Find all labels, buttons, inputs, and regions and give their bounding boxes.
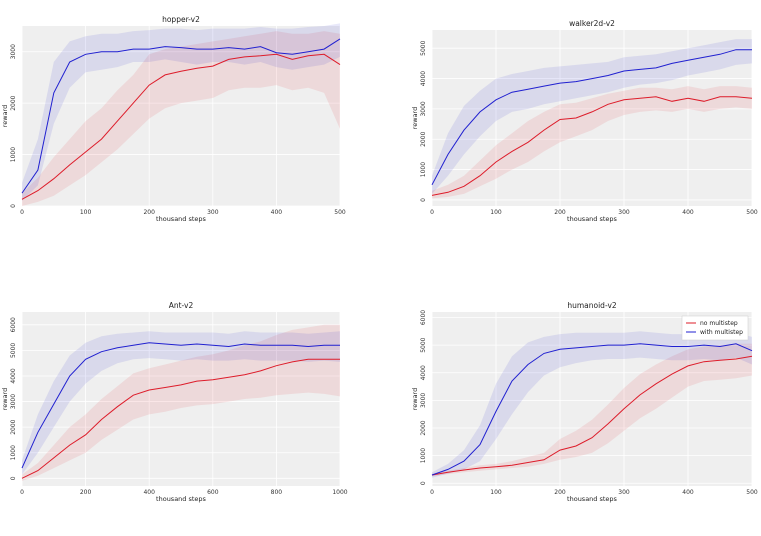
y-axis-label: reward: [1, 388, 9, 411]
series-line-1: [431, 49, 752, 186]
plot-area: [22, 312, 340, 486]
x-tick-label: 200: [554, 209, 566, 216]
x-tick-label: 300: [618, 489, 630, 496]
x-tick-label: 0: [20, 209, 24, 216]
x-tick-label: 300: [207, 209, 219, 216]
x-tick-label: 500: [746, 489, 758, 496]
y-tick-label: 4000: [420, 365, 427, 380]
series-band-0: [22, 324, 340, 481]
x-tick-label: 0: [430, 209, 434, 216]
y-tick-label: 1000: [10, 147, 17, 162]
x-tick-label: 500: [334, 209, 346, 216]
y-axis-label: reward: [411, 107, 419, 130]
y-tick-label: 2000: [420, 131, 427, 146]
x-tick-label: 400: [271, 209, 283, 216]
y-tick-label: 0: [10, 204, 17, 208]
y-tick-label: 1000: [420, 448, 427, 463]
series-line-0: [21, 358, 340, 479]
x-tick-label: 0: [430, 489, 434, 496]
y-tick-label: 4000: [10, 368, 17, 383]
x-axis-label: thousand steps: [156, 215, 207, 223]
y-tick-label: 1000: [420, 162, 427, 177]
series-line-1: [431, 343, 753, 476]
y-tick-label: 0: [420, 481, 427, 485]
x-axis-label: thousand steps: [567, 495, 618, 503]
y-tick-label: 2000: [10, 419, 17, 434]
series-band-0: [432, 86, 752, 199]
y-tick-label: 3000: [420, 393, 427, 408]
x-tick-label: 0: [20, 489, 24, 496]
legend: no multistep with multistep: [681, 315, 749, 341]
x-axis-label: thousand steps: [567, 215, 618, 223]
legend-label: with multistep: [700, 329, 743, 336]
y-tick-label: 2000: [420, 420, 427, 435]
x-tick-label: 400: [682, 209, 694, 216]
chart-panel-3: 0 100 200 300 400 500010002000300040005000600…: [411, 301, 758, 503]
series-line-1: [21, 38, 341, 194]
x-axis-label: thousand steps: [156, 495, 207, 503]
chart-panel-0: 0 100 200 300 400 500 0 1000 2000 3000 hopper-v2 th…: [1, 15, 346, 223]
chart-panel-1: 0 100 200 300 400 500010002000300040005000wal…: [411, 19, 758, 223]
series-band-0: [432, 343, 752, 477]
y-tick-label: 3000: [10, 394, 17, 409]
legend-label: no multistep: [700, 320, 738, 327]
x-tick-label: 800: [271, 489, 283, 496]
y-tick-label: 5000: [10, 343, 17, 358]
series-line-0: [21, 53, 341, 200]
x-tick-label: 500: [746, 209, 758, 216]
x-tick-label: 300: [618, 209, 630, 216]
series-band-1: [22, 331, 340, 475]
series-band-1: [432, 331, 752, 478]
x-tick-label: 400: [143, 489, 155, 496]
chart-title: hopper-v2: [162, 15, 200, 24]
y-axis-label: reward: [411, 388, 419, 411]
x-tick-label: 600: [207, 489, 219, 496]
series-band-1: [432, 39, 752, 194]
x-tick-label: 100: [490, 489, 502, 496]
legend-box: [681, 315, 749, 341]
y-tick-label: 3000: [10, 44, 17, 59]
series-band-1: [22, 23, 340, 201]
y-tick-label: 0: [10, 476, 17, 480]
x-tick-label: 100: [80, 209, 92, 216]
plot-area: [432, 312, 752, 486]
chart-title: Ant-v2: [169, 301, 194, 310]
x-tick-label: 200: [554, 489, 566, 496]
x-tick-label: 400: [682, 489, 694, 496]
y-tick-label: 6000: [10, 317, 17, 332]
series-line-0: [431, 96, 753, 196]
chart-title: walker2d-v2: [569, 19, 615, 28]
y-tick-label: 3000: [420, 101, 427, 116]
y-tick-label: 0: [420, 198, 427, 202]
x-tick-label: 200: [80, 489, 92, 496]
x-tick-label: 1000: [332, 489, 347, 496]
y-tick-label: 6000: [420, 310, 427, 325]
y-tick-label: 5000: [420, 40, 427, 55]
series-line-1: [21, 342, 340, 469]
plot-area: [432, 30, 752, 206]
plot-area: [22, 26, 340, 206]
y-tick-label: 2000: [10, 95, 17, 110]
chart-panel-2: 0 200 400 600 800 1000 0 1000 2000 3000 4000 5000 60…: [1, 301, 348, 503]
y-tick-label: 4000: [420, 71, 427, 86]
y-tick-label: 1000: [10, 445, 17, 460]
series-band-0: [22, 31, 340, 206]
chart-title: humanoid-v2: [567, 301, 617, 310]
x-tick-label: 100: [490, 209, 502, 216]
y-axis-label: reward: [1, 105, 9, 128]
series-line-0: [431, 355, 753, 476]
y-tick-label: 5000: [420, 337, 427, 352]
x-tick-label: 200: [143, 209, 155, 216]
